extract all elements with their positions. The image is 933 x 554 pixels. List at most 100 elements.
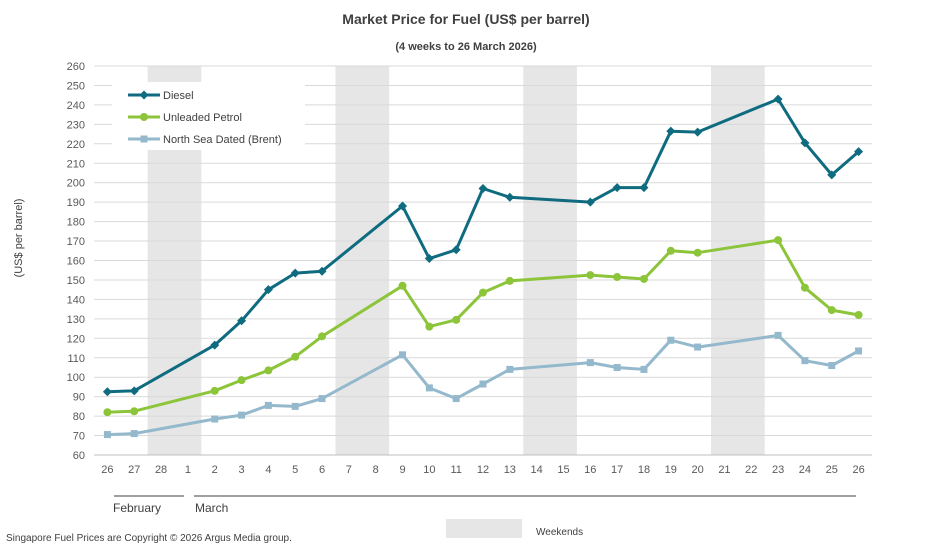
chart-subtitle: (4 weeks to 26 March 2026) <box>395 41 537 53</box>
x-tick-label: 24 <box>799 464 811 476</box>
legend-entry: Diesel <box>163 90 194 102</box>
data-point <box>800 138 810 148</box>
data-point <box>130 407 139 416</box>
x-tick-label: 18 <box>638 464 650 476</box>
data-point <box>585 197 595 207</box>
x-tick-label: 9 <box>399 464 405 476</box>
y-tick-label: 240 <box>67 100 85 112</box>
data-point <box>479 380 487 388</box>
data-point <box>828 362 836 370</box>
data-point <box>425 384 433 392</box>
month-label-march: March <box>195 501 228 515</box>
data-point <box>666 246 675 255</box>
data-point <box>452 395 460 403</box>
data-point <box>854 310 863 319</box>
data-point <box>399 351 407 359</box>
data-point <box>211 415 219 423</box>
y-tick-label: 160 <box>67 256 85 268</box>
data-point <box>854 147 864 157</box>
data-point <box>800 283 809 292</box>
y-tick-label: 150 <box>67 275 85 287</box>
data-point <box>694 343 702 351</box>
data-point <box>827 170 837 180</box>
x-tick-label: 1 <box>185 464 191 476</box>
legend-marker <box>140 113 148 121</box>
y-tick-label: 60 <box>73 450 85 462</box>
data-point <box>613 273 622 282</box>
x-tick-label: 21 <box>718 464 730 476</box>
data-point <box>451 245 461 255</box>
data-point <box>317 266 327 276</box>
data-point <box>425 322 434 331</box>
data-point <box>640 365 648 373</box>
data-point <box>424 254 434 264</box>
weekends-key-label: Weekends <box>536 527 583 538</box>
y-tick-label: 130 <box>67 314 85 326</box>
y-tick-label: 210 <box>67 158 85 170</box>
y-tick-label: 110 <box>67 353 85 365</box>
y-tick-label: 120 <box>67 333 85 345</box>
y-tick-label: 260 <box>67 61 85 73</box>
x-tick-label: 26 <box>852 464 864 476</box>
data-point <box>774 331 782 339</box>
data-point <box>693 248 702 257</box>
data-point <box>210 386 219 395</box>
data-point <box>639 183 649 193</box>
data-point <box>290 268 300 278</box>
data-point <box>774 236 783 245</box>
y-tick-label: 190 <box>67 197 85 209</box>
data-point <box>506 365 514 373</box>
data-point <box>505 192 515 202</box>
y-tick-label: 170 <box>67 236 85 248</box>
x-tick-label: 4 <box>265 464 271 476</box>
legend-entry: North Sea Dated (Brent) <box>163 134 282 146</box>
data-point <box>237 376 246 385</box>
data-point <box>263 285 273 295</box>
y-tick-label: 220 <box>67 139 85 151</box>
chart-title: Market Price for Fuel (US$ per barrel) <box>342 11 589 27</box>
data-point <box>855 347 863 355</box>
data-point <box>318 395 326 403</box>
data-point <box>129 386 139 396</box>
y-tick-label: 70 <box>73 431 85 443</box>
data-point <box>667 336 675 344</box>
x-tick-label: 26 <box>101 464 113 476</box>
x-tick-label: 15 <box>557 464 569 476</box>
data-point <box>479 288 487 297</box>
data-point <box>613 363 621 371</box>
data-point <box>103 431 111 439</box>
data-point <box>693 127 703 137</box>
x-tick-label: 23 <box>772 464 784 476</box>
data-point <box>291 352 300 361</box>
x-tick-label: 20 <box>691 464 703 476</box>
data-point <box>612 183 622 193</box>
data-point <box>586 271 595 280</box>
data-point <box>398 281 407 290</box>
y-tick-label: 140 <box>67 294 85 306</box>
weekends-key-swatch <box>446 519 522 538</box>
y-tick-label: 100 <box>67 372 85 384</box>
x-tick-label: 12 <box>477 464 489 476</box>
data-point <box>102 387 112 397</box>
data-point <box>639 274 648 283</box>
x-tick-label: 8 <box>373 464 379 476</box>
y-tick-label: 250 <box>67 80 85 92</box>
x-tick-label: 7 <box>346 464 352 476</box>
x-tick-label: 17 <box>611 464 623 476</box>
data-point <box>238 411 246 419</box>
data-point <box>773 94 783 104</box>
x-tick-label: 19 <box>665 464 677 476</box>
data-point <box>130 430 138 438</box>
data-point <box>801 357 809 365</box>
data-point <box>666 126 676 136</box>
x-tick-label: 3 <box>238 464 244 476</box>
data-point <box>505 276 514 285</box>
x-tick-label: 2 <box>212 464 218 476</box>
x-tick-label: 25 <box>826 464 838 476</box>
x-tick-label: 5 <box>292 464 298 476</box>
x-tick-label: 27 <box>128 464 140 476</box>
y-tick-label: 90 <box>73 392 85 404</box>
month-label-february: February <box>113 501 161 515</box>
data-point <box>452 315 461 324</box>
